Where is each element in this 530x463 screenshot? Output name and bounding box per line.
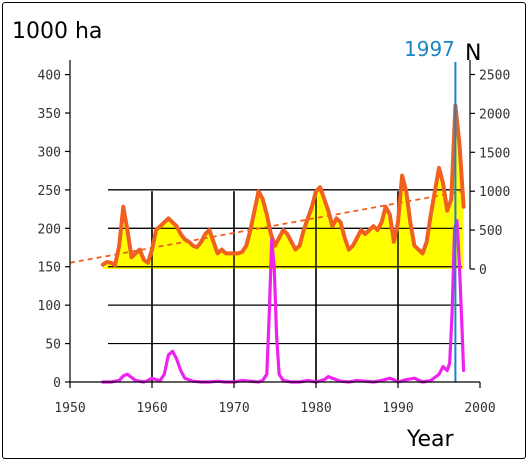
tick-labels: 0 50 100 150 200 250 300 350 400 0 500 1000 1500 2000… xyxy=(38,69,511,417)
trend-line xyxy=(69,190,464,264)
area-series xyxy=(102,105,464,382)
axes xyxy=(65,60,481,388)
chart-frame xyxy=(2,2,526,459)
x-tick-label: 2000 xyxy=(464,401,495,416)
right-tick-label: 1500 xyxy=(479,146,510,161)
left-tick-label: 100 xyxy=(38,299,61,314)
x-tick-label: 1960 xyxy=(136,401,167,416)
x-tick-label: 1990 xyxy=(382,401,413,416)
right-tick-label: 2000 xyxy=(479,107,510,122)
area-series-line xyxy=(100,103,466,268)
right-tick-label: 2500 xyxy=(479,69,510,84)
right-tick-label: 1000 xyxy=(479,185,510,200)
left-tick-label: 250 xyxy=(38,184,61,199)
x-axis-title: Year xyxy=(406,427,455,452)
left-tick-label: 350 xyxy=(38,107,61,122)
left-axis-unit: 1000 ha xyxy=(12,19,102,44)
left-tick-label: 200 xyxy=(38,222,61,237)
left-tick-label: 150 xyxy=(38,261,61,276)
area-fill xyxy=(102,105,464,269)
x-tick-label: 1980 xyxy=(300,401,331,416)
highlight-year-label: 1997 xyxy=(404,37,455,61)
right-tick-label: 0 xyxy=(479,263,487,278)
left-tick-label: 50 xyxy=(45,338,61,353)
right-tick-label: 500 xyxy=(479,224,502,239)
left-tick-label: 300 xyxy=(38,145,61,160)
left-tick-label: 0 xyxy=(53,376,61,391)
left-tick-label: 400 xyxy=(38,69,61,84)
right-axis-unit: N xyxy=(465,41,481,66)
x-tick-label: 1970 xyxy=(218,401,249,416)
x-tick-label: 1950 xyxy=(54,401,85,416)
